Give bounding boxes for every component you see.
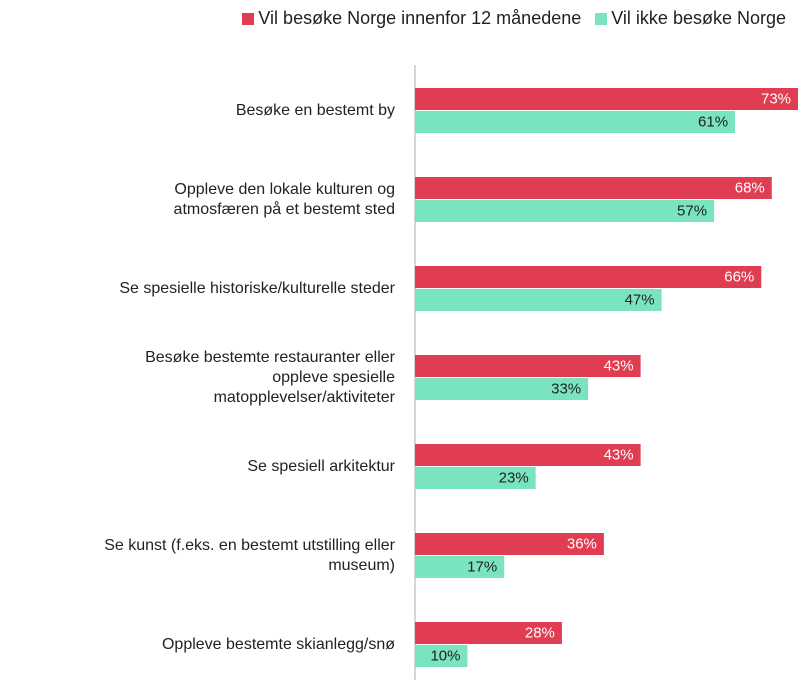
value-label: 66%: [724, 268, 754, 285]
value-label: 28%: [525, 624, 555, 641]
legend-label: Vil ikke besøke Norge: [611, 8, 786, 28]
legend-label: Vil besøke Norge innenfor 12 månedene: [258, 8, 582, 28]
legend-swatch: [595, 12, 608, 25]
value-label: 68%: [735, 179, 765, 196]
bar: [415, 444, 641, 466]
legend-swatch: [242, 12, 255, 25]
value-label: 61%: [698, 113, 728, 130]
value-label: 36%: [567, 535, 597, 552]
legend: Vil besøke Norge innenfor 12 månedene Vil…: [242, 8, 786, 29]
bar: [415, 111, 736, 133]
value-label: 73%: [761, 90, 791, 107]
legend-item: Vil besøke Norge innenfor 12 månedene: [242, 8, 581, 29]
bar: [415, 622, 562, 644]
value-label: 57%: [677, 202, 707, 219]
bar: [415, 533, 604, 555]
category-label: Se kunst (f.eks. en bestemt utstilling e…: [104, 537, 395, 574]
bar: [415, 378, 589, 400]
category-label: Besøke en bestemt by: [235, 102, 395, 119]
value-label: 43%: [604, 446, 634, 463]
category-label: Se spesielle historiske/kulturelle stede…: [119, 280, 395, 297]
bar: [415, 200, 715, 222]
value-label: 43%: [604, 357, 634, 374]
category-label: Se spesiell arkitektur: [247, 458, 395, 475]
category-label: Oppleve bestemte skianlegg/snø: [161, 636, 395, 653]
category-label: Oppleve den lokale kulturen og atmosfære…: [173, 181, 395, 218]
bar: [415, 177, 772, 199]
bar: [415, 467, 536, 489]
bar: [415, 266, 762, 288]
bar: [415, 289, 662, 311]
category-label: Besøke bestemte restauranter eller opple…: [145, 349, 395, 406]
value-label: 47%: [625, 291, 655, 308]
legend-item: Vil ikke besøke Norge: [595, 8, 786, 29]
bar: [415, 88, 798, 110]
bar: [415, 556, 505, 578]
value-label: 17%: [467, 558, 497, 575]
bar: [415, 355, 641, 377]
bar: [415, 645, 468, 667]
value-label: 23%: [499, 469, 529, 486]
value-label: 33%: [551, 380, 581, 397]
value-label: 10%: [430, 647, 460, 664]
